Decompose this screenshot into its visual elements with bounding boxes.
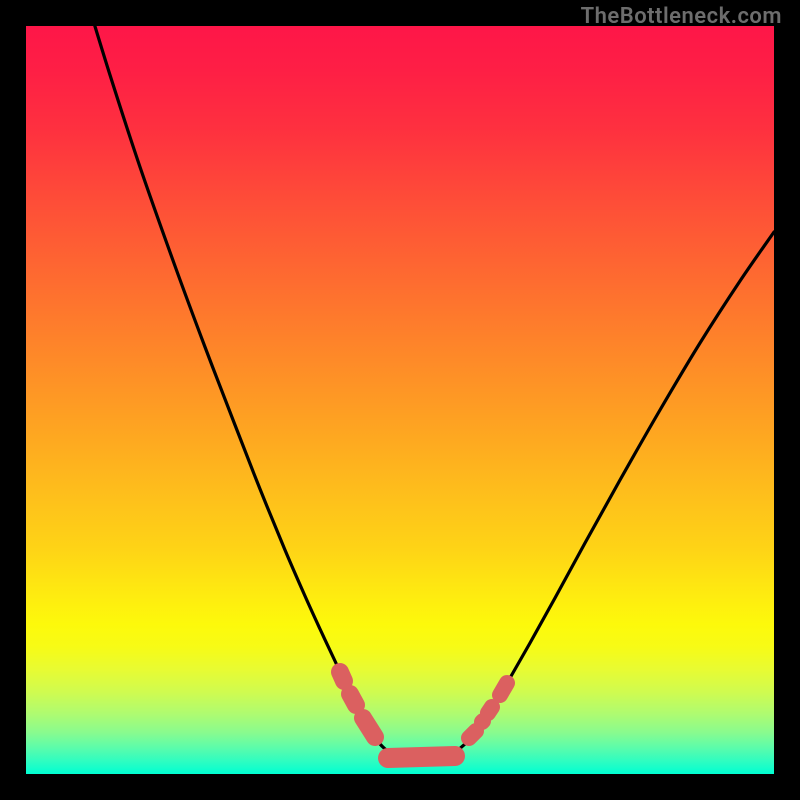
watermark-text: TheBottleneck.com bbox=[581, 4, 782, 29]
gradient-backdrop bbox=[26, 26, 774, 774]
bottleneck-chart bbox=[0, 0, 800, 800]
optimal-range-bar bbox=[388, 756, 455, 758]
chart-stage: TheBottleneck.com bbox=[0, 0, 800, 800]
